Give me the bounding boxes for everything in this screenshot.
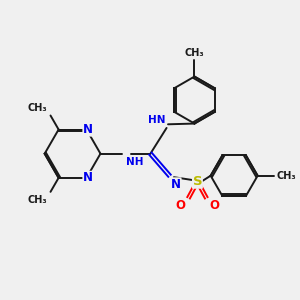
Text: N: N (171, 178, 181, 191)
Text: CH₃: CH₃ (28, 195, 48, 205)
Text: O: O (209, 199, 219, 212)
Text: CH₃: CH₃ (28, 103, 48, 112)
Text: HN: HN (148, 115, 165, 125)
Text: CH₃: CH₃ (277, 171, 296, 181)
Text: O: O (176, 199, 186, 212)
Text: S: S (193, 175, 202, 188)
Text: N: N (83, 123, 93, 136)
Text: N: N (83, 171, 93, 184)
Text: CH₃: CH₃ (185, 48, 204, 58)
Text: NH: NH (126, 157, 144, 167)
